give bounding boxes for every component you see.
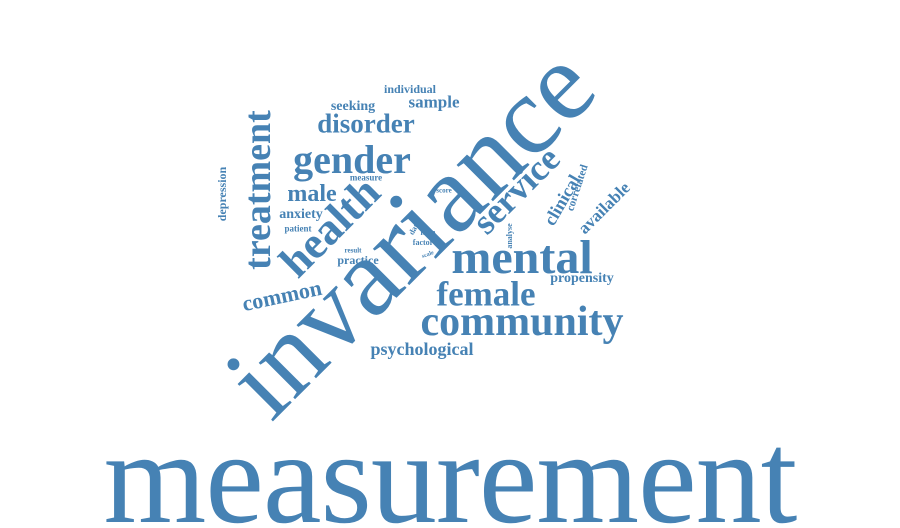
word-mental: mental	[451, 231, 593, 284]
word-treatment: treatment	[237, 110, 279, 270]
word-sample: sample	[408, 92, 460, 112]
word-item: item	[420, 228, 436, 237]
word-gender: gender	[293, 137, 411, 182]
word-score: score	[436, 186, 452, 195]
word-anxiety: anxiety	[279, 207, 323, 222]
word-factor: factor	[412, 238, 434, 247]
word-male: male	[287, 181, 337, 207]
word-seeking: seeking	[330, 99, 376, 114]
word-propensity: propensity	[550, 271, 614, 286]
word-psychological: psychological	[370, 339, 474, 359]
word-community: community	[420, 299, 624, 345]
word-measure: measure	[349, 172, 383, 183]
word-disorder: disorder	[317, 108, 415, 139]
word-individual: individual	[383, 82, 437, 96]
word-result: result	[344, 246, 362, 255]
word-analyse: analyse	[505, 223, 514, 249]
word-practice: practice	[337, 253, 379, 267]
word-patient: patient	[284, 223, 312, 234]
word-female: female	[436, 274, 536, 314]
word-measurement: measurement	[103, 404, 798, 528]
word-depression: depression	[215, 166, 229, 222]
